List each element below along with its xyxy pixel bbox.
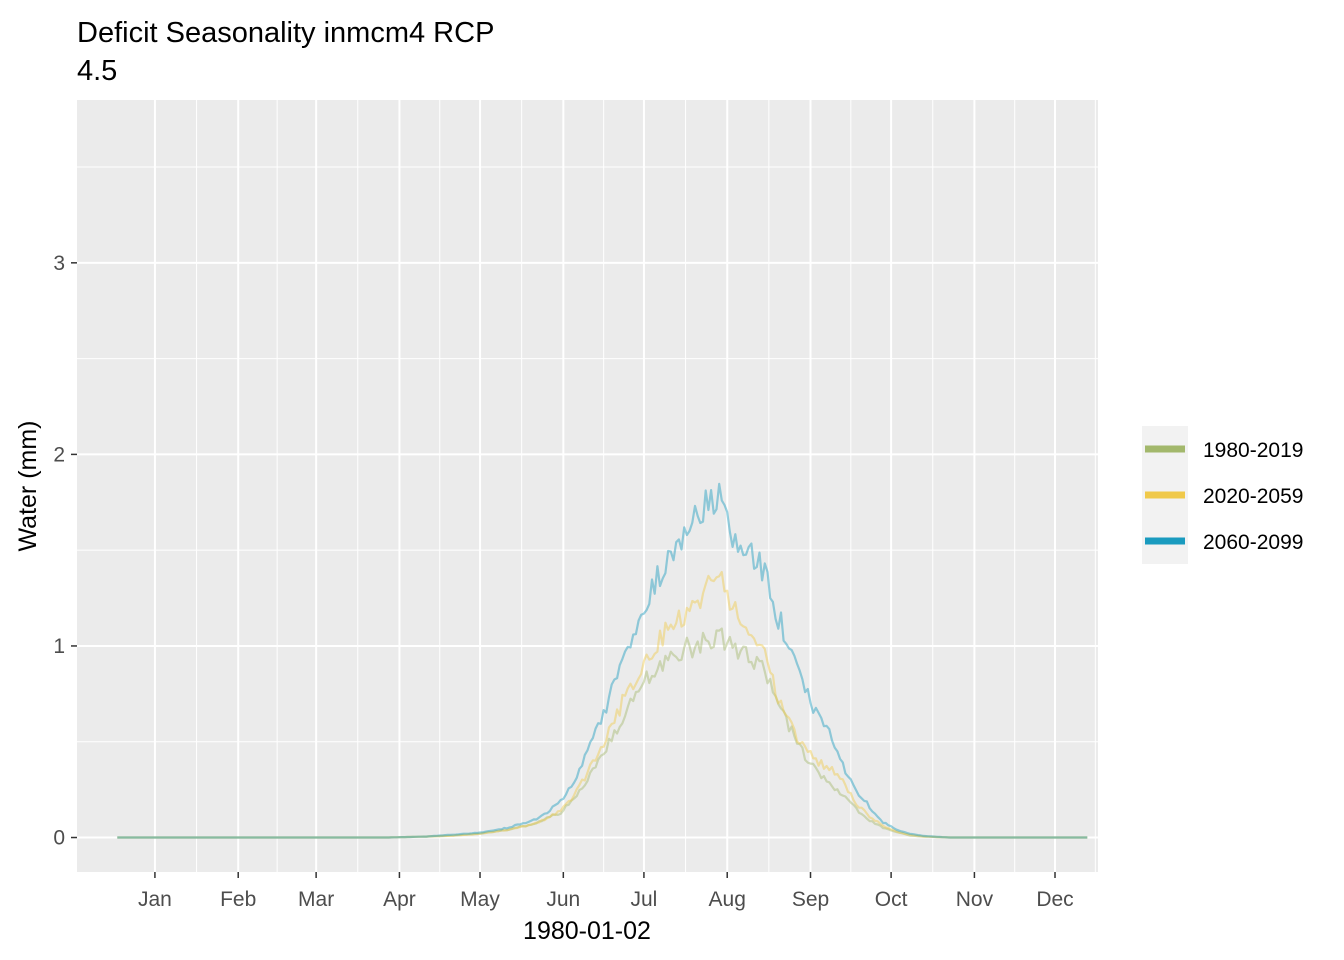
x-tick-label: Feb xyxy=(220,888,256,911)
y-axis-title: Water (mm) xyxy=(14,421,42,552)
y-tick-label: 1 xyxy=(53,635,65,658)
x-tick-label: Apr xyxy=(383,888,416,911)
x-axis-title: 1980-01-02 xyxy=(523,917,651,945)
x-axis: Jan Feb Mar Apr May Jun Jul Aug Sep Oct Nov Dec xyxy=(138,872,1074,911)
x-tick-label: Sep xyxy=(792,888,829,911)
chart-title-line2: 4.5 xyxy=(77,55,117,87)
y-tick-label: 3 xyxy=(53,252,65,275)
legend-label-2060-2099: 2060-2099 xyxy=(1203,531,1303,554)
y-tick-label: 2 xyxy=(53,443,65,466)
x-tick-label: Dec xyxy=(1036,888,1073,911)
legend-label-1980-2019: 1980-2019 xyxy=(1203,439,1303,462)
x-tick-label: May xyxy=(460,888,500,911)
x-tick-label: Oct xyxy=(875,888,908,911)
y-axis: 0 1 2 3 xyxy=(53,252,77,850)
chart-title: Deficit Seasonality inmcm4 RCP xyxy=(77,17,494,49)
minor-gridlines xyxy=(77,100,1098,872)
x-tick-label: Jun xyxy=(546,888,580,911)
y-tick-label: 0 xyxy=(53,827,65,850)
x-tick-label: Aug xyxy=(709,888,746,911)
series-layer xyxy=(117,482,1088,839)
x-tick-label: Mar xyxy=(298,888,334,911)
series-line-2020-2059 xyxy=(117,570,1088,839)
legend: 1980-2019 2020-2059 2060-2099 xyxy=(1142,426,1303,564)
series-line-1980-2019 xyxy=(117,627,1088,839)
x-tick-label: Jul xyxy=(630,888,657,911)
major-gridlines xyxy=(77,100,1098,872)
x-tick-label: Nov xyxy=(956,888,994,911)
x-tick-label: Jan xyxy=(138,888,172,911)
legend-label-2020-2059: 2020-2059 xyxy=(1203,485,1303,508)
series-line-2060-2099 xyxy=(117,482,1088,839)
plot-panel xyxy=(77,100,1098,872)
